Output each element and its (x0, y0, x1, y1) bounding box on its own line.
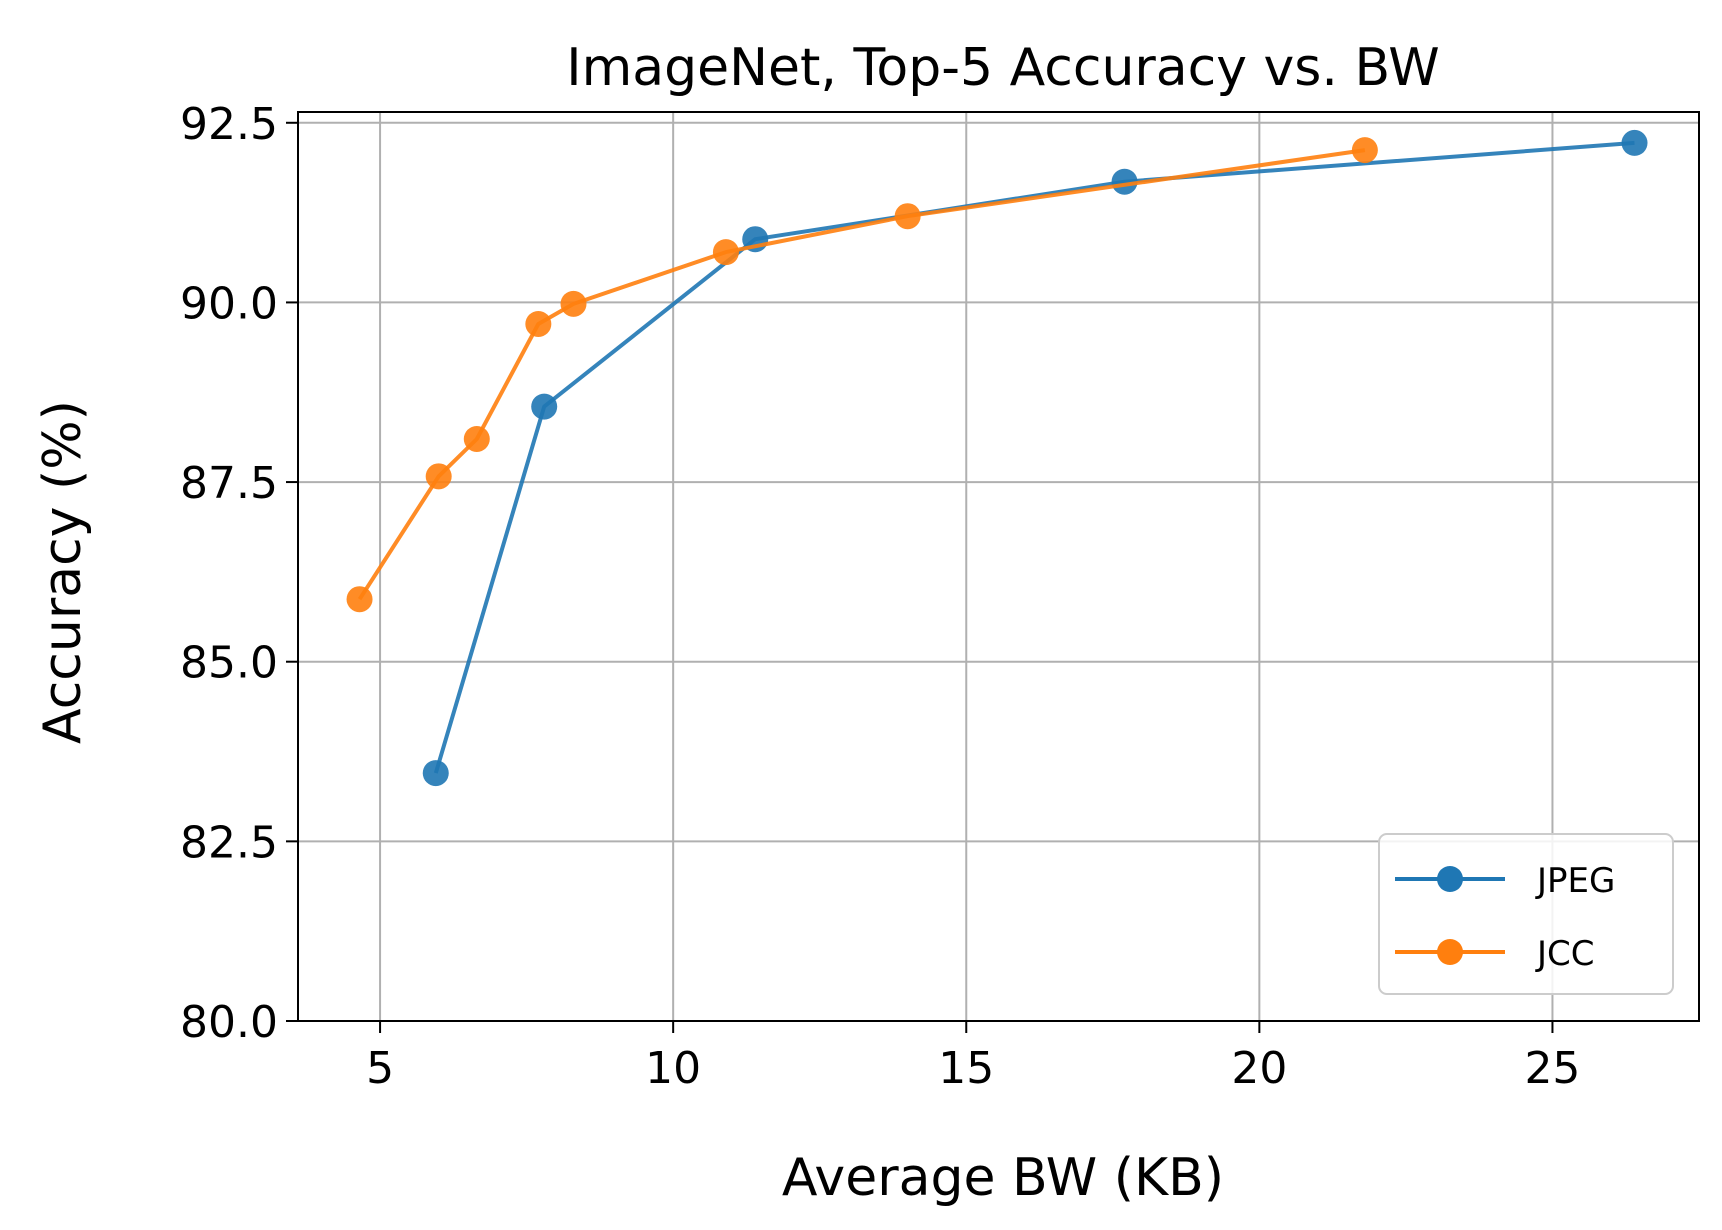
data-point-jpeg (1111, 168, 1138, 195)
data-point-jpeg (422, 760, 449, 787)
data-point-jcc (425, 463, 452, 490)
x-tick-label: 5 (366, 1043, 394, 1094)
series-jpeg (422, 129, 1648, 787)
data-point-jcc (894, 203, 921, 230)
data-point-jpeg (1621, 129, 1648, 156)
y-axis-label: Accuracy (%) (33, 400, 93, 744)
plot-frame (297, 111, 1700, 1022)
x-tick-label: 15 (938, 1043, 994, 1094)
y-tick-label: 85.0 (180, 638, 278, 689)
data-point-jcc (1351, 137, 1378, 164)
y-tick-label: 92.5 (180, 99, 278, 150)
data-point-jcc (525, 310, 552, 337)
series-group (346, 129, 1648, 787)
legend-label-jcc: JCC (1535, 934, 1595, 974)
data-point-jcc (346, 586, 373, 613)
legend-box (1378, 833, 1674, 995)
y-tick-label: 82.5 (180, 817, 278, 868)
legend-marker-jcc (1437, 939, 1463, 965)
axis-ticks: 5 10 15 20 25 80.0 82.5 85.0 87.5 90.0 92.5 (180, 99, 1580, 1094)
x-tick-label: 10 (645, 1043, 701, 1094)
legend-label-jpeg: JPEG (1535, 861, 1615, 901)
series-jcc (346, 137, 1378, 613)
data-point-jpeg (531, 393, 558, 420)
x-tick-label: 20 (1231, 1043, 1287, 1094)
chart-title: ImageNet, Top-5 Accuracy vs. BW (566, 38, 1439, 98)
x-axis-label: Average BW (KB) (782, 1148, 1224, 1208)
x-tick-label: 25 (1524, 1043, 1580, 1094)
legend: JPEG JCC (1378, 833, 1674, 995)
data-point-jcc (712, 239, 739, 266)
data-point-jcc (463, 425, 490, 452)
y-tick-label: 90.0 (180, 278, 278, 329)
y-tick-label: 80.0 (180, 997, 278, 1048)
data-point-jcc (560, 290, 587, 317)
grid (298, 112, 1699, 1022)
y-tick-label: 87.5 (180, 458, 278, 509)
legend-marker-jpeg (1437, 866, 1463, 892)
